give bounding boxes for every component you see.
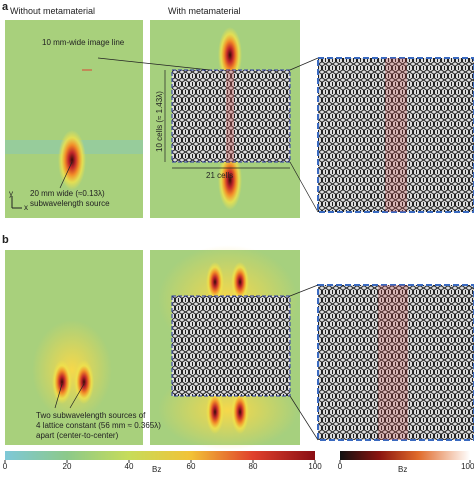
- annotation: 10 cells (≈ 1.43λ): [155, 91, 164, 152]
- tick-label: 40: [125, 462, 134, 471]
- annotation: subwavelength source: [30, 199, 110, 208]
- colorbar-label: Bz: [398, 465, 407, 474]
- annotation: Two subwavelength sources of: [36, 411, 146, 420]
- annotation: 20 mm wide (≈0.13λ): [30, 189, 105, 198]
- axis-label: y: [9, 189, 13, 198]
- title: Without metamaterial: [10, 6, 95, 16]
- tick-label: 20: [63, 462, 72, 471]
- panel-label: a: [2, 1, 9, 13]
- annotation: 10 mm-wide image line: [42, 38, 125, 47]
- fields: [5, 20, 474, 460]
- tick-label: 100: [308, 462, 322, 471]
- annotation: 4 lattice constant (56 mm ≈ 0.365λ): [36, 421, 161, 430]
- panel-label: b: [2, 234, 9, 246]
- colorbar-label: Bz: [152, 465, 161, 474]
- tick-label: 0: [3, 462, 8, 471]
- tick-label: 0: [338, 462, 343, 471]
- tick-label: 80: [249, 462, 258, 471]
- axis-label: x: [24, 203, 28, 212]
- tick-label: 60: [187, 462, 196, 471]
- title: With metamaterial: [168, 6, 241, 16]
- annotation: 21 cells: [206, 171, 233, 180]
- annotation: apart (center-to-center): [36, 431, 119, 440]
